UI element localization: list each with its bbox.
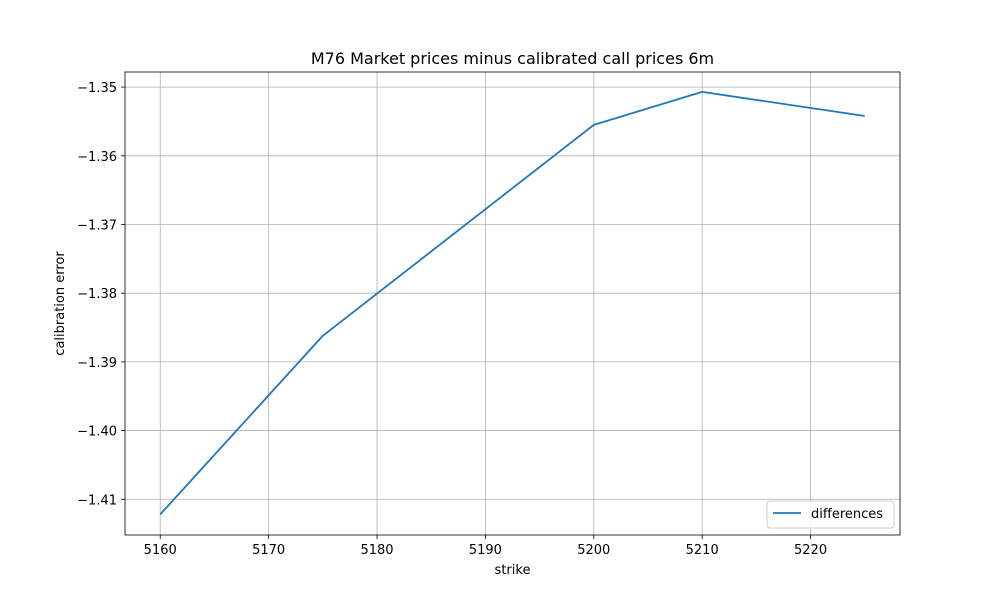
x-tick-label: 5220	[794, 543, 827, 558]
legend: differences	[766, 500, 895, 529]
x-tick-label: 5180	[360, 543, 393, 558]
x-axis-ticks: 5160 5170 5180 5190 5200 5210 5220	[144, 535, 827, 558]
chart-title: M76 Market prices minus calibrated call …	[311, 49, 714, 68]
legend-box	[766, 500, 895, 529]
x-tick-label: 5200	[577, 543, 610, 558]
y-tick-label: −1.39	[77, 356, 117, 371]
y-tick-label: −1.40	[77, 425, 117, 440]
x-tick-label: 5160	[144, 543, 177, 558]
x-axis-label: strike	[495, 563, 531, 578]
grid	[125, 72, 900, 535]
series-line-differences	[159, 91, 865, 515]
y-tick-label: −1.37	[77, 219, 117, 234]
plot-area-frame	[124, 71, 901, 536]
y-axis-ticks: −1.35 −1.36 −1.37 −1.38 −1.39 −1.40 −1.41	[77, 81, 125, 508]
x-tick-label: 5190	[469, 543, 502, 558]
legend-label-differences: differences	[811, 507, 883, 522]
x-tick-label: 5210	[686, 543, 719, 558]
y-tick-label: −1.41	[77, 493, 117, 508]
y-tick-label: −1.38	[77, 287, 117, 302]
y-tick-label: −1.36	[77, 150, 117, 165]
series-layer	[159, 91, 865, 515]
y-tick-label: −1.35	[77, 81, 117, 96]
x-tick-label: 5170	[252, 543, 285, 558]
y-axis-label: calibration error	[53, 251, 68, 356]
